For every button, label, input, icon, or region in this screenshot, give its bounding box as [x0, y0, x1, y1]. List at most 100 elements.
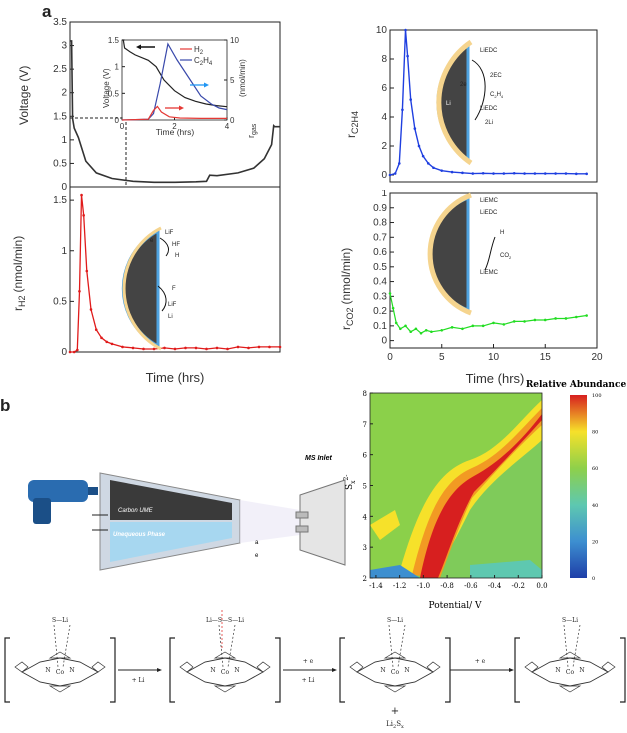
heatmap-x-tick-label: 0.0 — [536, 582, 547, 590]
co2-y-label: rCO2(nmol/min) — [339, 248, 355, 330]
co2-x-tick-label: 5 — [439, 352, 445, 363]
c2h4-point — [432, 166, 435, 170]
c2h4-chart: 0 2 4 6 8 10 rC2H4 LiEDC 2EC 2e C2H4 Li LiEDC… — [344, 25, 598, 183]
label-lixc6: Li — [446, 101, 451, 107]
label-liedc2: LiEDC — [480, 106, 498, 112]
c2h4-y-tick-label: 8 — [381, 54, 387, 65]
h2-point — [163, 346, 166, 350]
h2-point — [236, 345, 240, 349]
heatmap-title: Relative Abundance — [526, 380, 627, 390]
label-2e: 2e — [460, 82, 467, 88]
h2-x-label: Time (hrs) — [146, 370, 205, 385]
colorbar-tick-label: 20 — [592, 539, 598, 545]
voltage-chart: 00.511.522.533.5 Voltage (V) 0 2 400.511.5… — [17, 17, 281, 190]
voltage-curve — [70, 40, 280, 184]
h2-point — [78, 289, 81, 293]
svg-text:+ Li: + Li — [132, 677, 145, 684]
h2-point — [72, 350, 76, 354]
h2-curve — [70, 195, 280, 353]
electrode-label: Carbon UME — [118, 508, 154, 514]
h2-point — [105, 340, 109, 344]
co2-x-tick-label: 15 — [540, 352, 552, 363]
h2-plot-frame — [69, 186, 281, 353]
colorbar — [570, 395, 587, 578]
h2-point — [278, 345, 282, 349]
n-label: N — [210, 667, 215, 674]
co2-point — [399, 327, 402, 331]
c2h4-point — [575, 172, 578, 176]
ms-inlet-icon — [295, 479, 346, 566]
voltage-y-tick-label: 1 — [61, 135, 67, 146]
voltage-y-tick-label: 3 — [61, 41, 67, 52]
label-c2h4: C2H4 — [490, 92, 504, 99]
h2-point — [268, 345, 271, 349]
c2h4-point — [585, 172, 588, 176]
label-h: H — [500, 230, 504, 236]
h2-y-tick-label: 1 — [61, 246, 67, 257]
co2-point — [554, 317, 557, 320]
inset-h2-curve — [121, 105, 227, 121]
co2-x-label: Time (hrs) — [466, 371, 525, 386]
co2-point — [450, 326, 454, 329]
co2-point — [414, 327, 418, 331]
c2h4-plot-frame — [389, 29, 598, 183]
c2h4-y-tick-label: 0 — [381, 170, 387, 181]
co2-point — [533, 318, 537, 322]
h2-point — [89, 308, 93, 311]
h2-y-tick-label: 0.5 — [53, 296, 67, 307]
inset-x-label: Time (hrs) — [156, 127, 195, 137]
h2-point — [194, 346, 198, 350]
heatmap-x-tick-label: -1.4 — [369, 582, 383, 590]
co2-point — [471, 324, 475, 328]
co2-curve — [389, 293, 587, 334]
inset-y-tick-label: 1.5 — [108, 36, 120, 45]
co2-y-tick-label: 1 — [381, 190, 387, 199]
h2-point — [226, 347, 229, 351]
heatmap-x-tick-label: -0.6 — [464, 582, 478, 590]
inset-y2-tick-label: 10 — [230, 36, 239, 45]
h2-point — [110, 342, 114, 346]
n-label: N — [404, 667, 409, 674]
co2-point — [419, 331, 423, 335]
h2-chart: 00.511.5 rH2(nmol/min) Time (hrs) LiF HF… — [11, 186, 282, 385]
c2h4-point — [409, 98, 412, 101]
co2-point — [391, 306, 395, 310]
c2h4-y-tick-label: 2 — [381, 141, 387, 152]
product-plus: + — [391, 706, 399, 717]
co2-point — [461, 327, 464, 331]
co2-point — [512, 320, 516, 323]
label-hf: HF — [172, 242, 180, 248]
inset-y-label: Voltage (V) — [102, 68, 111, 108]
aqueous-phase — [110, 522, 232, 562]
c2h4-point — [440, 169, 444, 172]
co2-point — [430, 330, 433, 334]
c2h4-point — [421, 154, 425, 158]
heatmap-x-label: Potential/ V — [429, 601, 482, 611]
panel-a-letter: a — [42, 2, 52, 21]
inset-x-tick-label: 4 — [225, 122, 230, 131]
label-liedc: LiEDC — [480, 210, 498, 216]
co2-point — [481, 324, 485, 328]
voltage-y-ticks: 0 0.5 1 1.5 2 2.5 3 3.5 — [53, 17, 74, 190]
colorbar-tick-label: 80 — [592, 430, 598, 436]
ms-setup-schematic: Carbon UME Unequeous Phase a e MS Inlet — [28, 455, 346, 571]
inset-y2-label: rgas — [246, 123, 258, 138]
co2-y-tick-label: 0.5 — [373, 262, 387, 273]
svg-text:+ e: + e — [303, 658, 314, 665]
carbon-ume — [110, 480, 232, 520]
h2-y-label: rH2(nmol/min) — [11, 236, 27, 311]
c2h4-particle-schematic: LiEDC 2EC 2e C2H4 Li LiEDC 2Li — [436, 39, 504, 166]
panel-b-letter: b — [0, 396, 11, 415]
co2-point — [440, 328, 444, 332]
label-liedc: LiEDC — [480, 48, 498, 54]
c2h4-point — [401, 108, 404, 112]
arrow-step-1: + Li — [118, 668, 162, 684]
svg-text:+ Li: + Li — [302, 677, 315, 684]
sulfur-chain-label: Li—S—S—Li — [206, 617, 244, 624]
co2-point — [409, 330, 412, 334]
legend-e: e — [255, 553, 259, 559]
h2-point — [184, 346, 187, 350]
voltage-y-label: Voltage (V) — [17, 66, 31, 125]
co2-chart: 0 0.1 0.2 0.3 0.4 0.5 0.6 0.7 0.8 0.9 1 0 5 10 15 20 r… — [339, 190, 603, 386]
voltage-dashed-box — [70, 117, 127, 187]
